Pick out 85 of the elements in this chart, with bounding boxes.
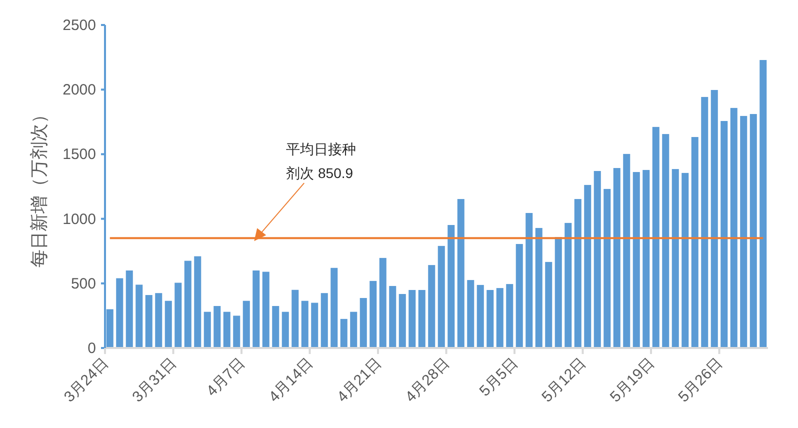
y-axis-title: 每日新增（万剂次） [29, 106, 49, 268]
bar [623, 154, 630, 348]
bar [457, 199, 464, 348]
bar [155, 293, 162, 348]
bar [516, 244, 523, 348]
bar [496, 288, 504, 348]
x-tick-label: 4月28日 [402, 354, 454, 406]
bar [370, 280, 377, 348]
bar [301, 300, 308, 348]
bar [214, 306, 221, 348]
bar [204, 312, 211, 348]
bar [145, 295, 152, 348]
bar [584, 184, 592, 348]
y-tick-label: 2500 [62, 17, 96, 34]
bar [379, 258, 386, 348]
bar [554, 237, 562, 348]
bar [194, 256, 202, 348]
bar [320, 293, 328, 348]
bar [340, 318, 348, 348]
x-tick-label: 5月5日 [476, 354, 522, 400]
bar [116, 278, 124, 348]
bar [233, 316, 240, 348]
bar [535, 228, 542, 348]
y-tick-label: 1000 [62, 210, 96, 228]
x-tick-label: 5月26日 [675, 354, 726, 406]
bar [136, 284, 143, 348]
bar [389, 286, 396, 348]
bar [330, 268, 338, 348]
bar [701, 96, 708, 348]
bar [360, 298, 367, 348]
bar [604, 188, 611, 348]
bar [691, 137, 698, 348]
bar [486, 290, 494, 348]
x-tick-label: 3月24日 [60, 354, 112, 406]
bar [672, 169, 679, 348]
bar [730, 108, 738, 348]
bar [223, 312, 230, 348]
bar [740, 116, 748, 348]
bar [594, 170, 601, 348]
bar [632, 172, 640, 348]
bar [642, 170, 650, 348]
bar [126, 270, 133, 348]
y-tick-label: 2000 [62, 82, 96, 99]
bar [262, 272, 270, 348]
bar [350, 312, 358, 348]
bar [311, 302, 318, 348]
bar [438, 246, 445, 348]
bar [662, 134, 670, 348]
bar [506, 284, 514, 348]
bar [750, 114, 757, 348]
bar [174, 282, 182, 348]
bar [574, 199, 582, 348]
bar [682, 172, 689, 348]
bar [242, 300, 250, 348]
bar [613, 168, 620, 348]
y-tick-label: 1500 [62, 146, 96, 164]
bar [545, 262, 552, 348]
y-tick-label: 0 [88, 340, 96, 357]
bar [652, 126, 660, 348]
x-tick-label: 4月21日 [334, 354, 385, 406]
bar [467, 280, 474, 348]
bar [282, 312, 289, 348]
ref-line-label: 平均日接种剂次 850.9 [286, 141, 356, 182]
y-tick-label: 500 [70, 275, 96, 292]
bar [272, 306, 280, 348]
bar [720, 120, 728, 348]
bar [428, 265, 436, 348]
bar [408, 290, 416, 348]
bar [710, 90, 718, 348]
bar [418, 290, 426, 348]
bar [564, 222, 572, 348]
bar [476, 284, 484, 348]
bar [398, 294, 406, 348]
bar [164, 300, 172, 348]
bar [292, 290, 299, 348]
x-tick-label: 4月7日 [203, 354, 248, 400]
x-tick-label: 5月12日 [538, 354, 590, 406]
bar [448, 225, 455, 348]
bar [184, 260, 192, 348]
x-tick-label: 4月14日 [266, 354, 317, 406]
bar [252, 270, 260, 348]
x-tick-label: 3月31日 [129, 354, 180, 406]
bar [760, 60, 767, 348]
x-tick-label: 5月19日 [606, 354, 658, 406]
bar [526, 212, 533, 348]
